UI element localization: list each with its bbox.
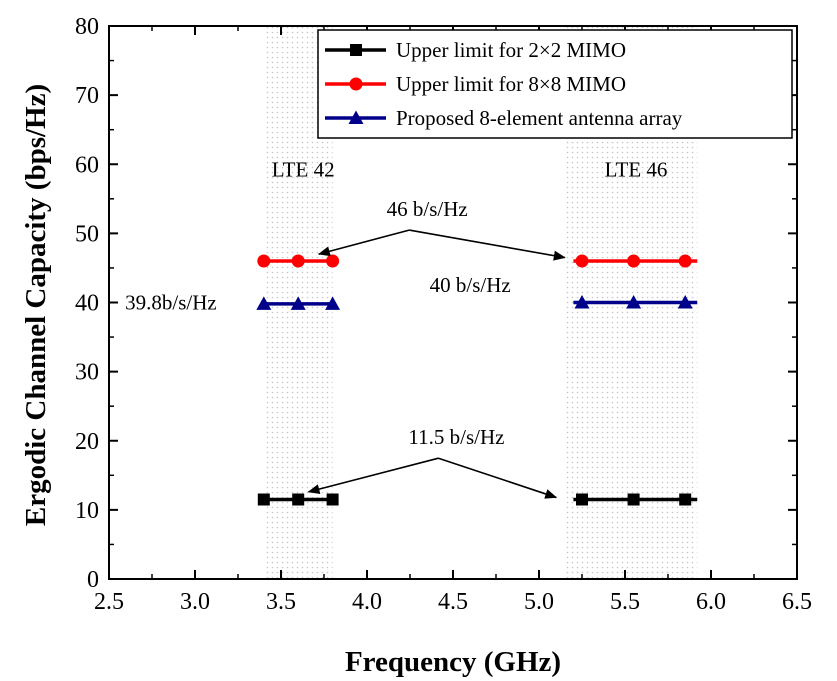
square-marker (326, 493, 339, 506)
triangle-marker (325, 296, 341, 310)
circle-marker (257, 254, 271, 268)
series-layer (256, 254, 698, 506)
y-tick-label: 80 (75, 14, 99, 40)
y-tick-label: 20 (75, 429, 99, 455)
circle-marker (678, 254, 692, 268)
square-marker (292, 493, 305, 506)
annotation-text: 11.5 b/s/Hz (408, 425, 504, 449)
triangle-marker (348, 110, 364, 124)
annotation-text: 40 b/s/Hz (430, 273, 511, 297)
annotation-arrow (438, 457, 558, 499)
circle-marker (291, 254, 305, 268)
square-marker (679, 493, 692, 506)
x-tick-label: 5.0 (524, 589, 554, 615)
series-2 (257, 254, 698, 268)
y-tick-label: 10 (75, 498, 99, 524)
x-tick-label: 5.5 (610, 589, 640, 615)
y-axis-title: Ergodic Channel Capacity (bps/Hz) (20, 84, 52, 526)
annotation-arrow (307, 457, 439, 494)
annotation-arrow (409, 229, 566, 261)
square-marker (576, 493, 588, 506)
triangle-marker (626, 295, 642, 309)
annotations: LTE 42 LTE 46 46 b/s/Hz 39.8b/s/Hz 40 b/s/Hz… (125, 158, 668, 499)
x-tick-label: 3.5 (266, 589, 296, 615)
x-tick-label: 6.5 (782, 589, 812, 615)
ticks: 2.5 3.0 3.5 4.0 4.5 5.0 5.5 6.0 6.5 0 10 20 30 40 50 60… (75, 14, 812, 615)
square-marker (350, 44, 362, 56)
circle-marker (326, 254, 340, 268)
x-tick-label: 2.5 (94, 589, 124, 615)
triangle-marker (574, 295, 590, 309)
annotation-text: 46 b/s/Hz (387, 197, 468, 221)
x-tick-label: 6.0 (696, 589, 726, 615)
x-tick-label: 3.0 (180, 589, 210, 615)
x-tick-label: 4.5 (438, 589, 468, 615)
series-1 (257, 493, 698, 506)
circle-marker (575, 254, 589, 268)
x-tick-label: 4.0 (352, 589, 382, 615)
band-label: LTE 46 (605, 158, 668, 182)
circle-marker (349, 77, 363, 91)
y-tick-label: 70 (75, 83, 99, 109)
y-tick-label: 60 (75, 152, 99, 178)
y-tick-label: 40 (75, 291, 99, 317)
legend-label: Upper limit for 2×2 MIMO (396, 38, 626, 62)
triangle-marker (290, 296, 306, 310)
band-label: LTE 42 (272, 158, 335, 182)
legend-box (317, 29, 793, 139)
annotation-arrow (317, 229, 410, 257)
annotation-text: 39.8b/s/Hz (125, 290, 217, 314)
legend-label: Proposed 8-element antenna array (396, 106, 683, 130)
y-tick-label: 50 (75, 221, 99, 247)
legend: Upper limit for 2×2 MIMO Upper limit for … (317, 29, 793, 139)
square-marker (627, 493, 640, 506)
square-marker (257, 493, 270, 506)
y-tick-label: 30 (75, 360, 99, 386)
x-axis-title: Frequency (GHz) (345, 646, 561, 678)
circle-marker (627, 254, 641, 268)
triangle-marker (677, 295, 693, 309)
series-3 (256, 295, 698, 310)
legend-label: Upper limit for 8×8 MIMO (396, 72, 626, 96)
y-tick-label: 0 (87, 567, 99, 593)
triangle-marker (256, 296, 272, 310)
